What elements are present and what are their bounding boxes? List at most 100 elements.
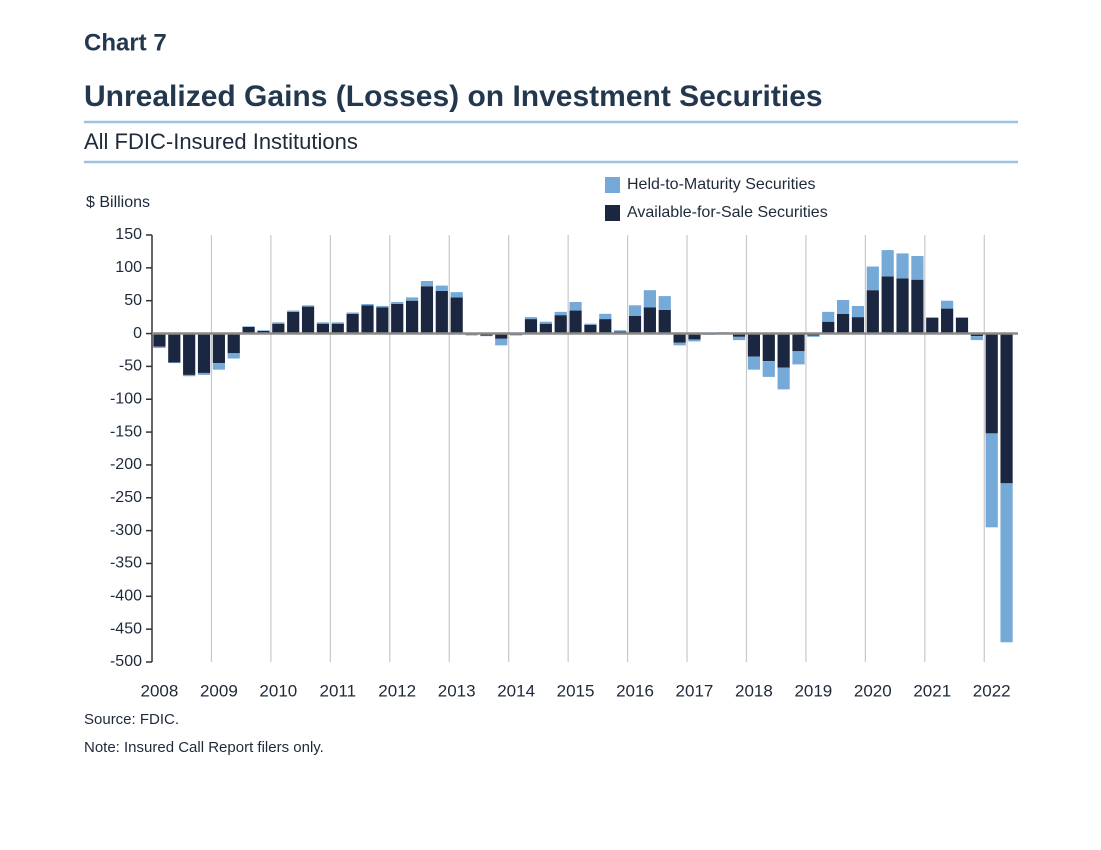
bar-segment: [495, 338, 508, 346]
y-tick-label: 100: [115, 259, 142, 276]
bar-segment: [153, 333, 166, 347]
x-tick-label: 2011: [319, 681, 356, 700]
bar-segment: [539, 323, 552, 334]
bar-segment: [762, 333, 775, 362]
bar-segment: [510, 334, 523, 336]
bar-segment: [554, 315, 567, 334]
bar-segment: [599, 313, 612, 320]
bar-segment: [747, 333, 761, 357]
bar-segment: [628, 315, 642, 334]
bar-segment: [881, 276, 894, 334]
legend-swatch: [605, 205, 620, 221]
bar-segment: [970, 333, 983, 337]
bar-segment: [197, 372, 211, 375]
bar-segment: [212, 333, 225, 364]
x-tick-label: 2015: [557, 681, 595, 700]
bar-segment: [911, 256, 924, 280]
bar-segment: [851, 305, 865, 318]
bar-segment: [257, 330, 270, 331]
x-tick-label: 2014: [497, 681, 535, 700]
bar-segment: [762, 361, 775, 377]
bar-segment: [539, 321, 552, 324]
bar-segment: [822, 311, 835, 322]
bar-segment: [896, 253, 909, 279]
bar-segment: [673, 342, 686, 346]
bar-segment: [316, 322, 330, 324]
x-tick-label: 2018: [735, 681, 773, 700]
bar-segment: [599, 319, 612, 334]
bar-segment: [316, 323, 330, 334]
bar-segment: [792, 351, 805, 365]
bar-segment: [911, 279, 924, 334]
bar-segment: [346, 312, 359, 314]
bar-segment: [926, 317, 939, 318]
bar-segment: [435, 290, 448, 334]
bar-segment: [673, 333, 686, 343]
y-tick-label: -150: [110, 423, 142, 440]
bar-segment: [242, 326, 255, 334]
bar-segment: [168, 333, 181, 363]
bar-segment: [376, 305, 389, 308]
x-tick-label: 2009: [200, 681, 238, 700]
y-tick-label: -200: [110, 456, 142, 473]
chart-title: Unrealized Gains (Losses) on Investment …: [84, 80, 823, 113]
bar-segment: [866, 266, 879, 291]
y-tick-label: -500: [110, 653, 142, 670]
bar-segment: [346, 313, 359, 334]
bar-segment: [569, 302, 582, 311]
bar-segment: [688, 339, 701, 342]
bar-segment: [554, 311, 567, 316]
x-tick-label: 2021: [913, 681, 951, 700]
bar-segment: [197, 333, 211, 373]
x-tick-label: 2017: [676, 681, 714, 700]
bar-segment: [391, 302, 404, 304]
bar-segment: [658, 309, 671, 334]
bar-segment: [257, 330, 270, 334]
source: Source: FDIC.: [84, 711, 179, 728]
bar-segment: [747, 356, 761, 370]
legend-swatch: [605, 177, 620, 193]
y-tick-label: -350: [110, 555, 142, 572]
y-tick-label: -100: [110, 390, 142, 407]
bar-segment: [941, 300, 954, 309]
bar-segment: [391, 303, 404, 334]
bar-segment: [807, 335, 820, 337]
bar-segment: [866, 290, 879, 334]
bar-segment: [420, 286, 434, 334]
bar-segment: [272, 322, 285, 324]
legend-label: Held-to-Maturity Securities: [627, 176, 816, 193]
bar-segment: [584, 323, 597, 325]
y-tick-label: -450: [110, 620, 142, 637]
bar-segment: [301, 305, 315, 307]
bar-segment: [272, 323, 285, 334]
bar-segment: [168, 362, 181, 364]
bar-segment: [792, 333, 805, 352]
bar-segment: [628, 305, 642, 316]
bar-segment: [376, 307, 389, 334]
y-tick-label: 150: [115, 226, 142, 243]
bar-segment: [985, 433, 998, 528]
bar-segment: [405, 297, 419, 301]
bar-segment: [331, 323, 344, 334]
bar-segment: [688, 333, 701, 340]
bar-segment: [926, 317, 939, 334]
bar-segment: [881, 250, 894, 277]
bar-segment: [643, 290, 656, 308]
bar-segment: [287, 310, 300, 312]
bar-segment: [153, 346, 166, 348]
bar-segment: [227, 333, 240, 354]
bar-segment: [777, 367, 790, 390]
bar-segment: [524, 317, 538, 320]
y-tick-label: -300: [110, 522, 142, 539]
bar-segment: [836, 313, 850, 334]
bar-segment: [524, 319, 538, 334]
bar-segment: [955, 317, 969, 334]
bar-segment: [212, 363, 225, 370]
bar-segment: [183, 333, 196, 375]
bar-segment: [1000, 333, 1013, 484]
y-tick-label: -400: [110, 588, 142, 605]
legend-label: Available-for-Sale Securities: [627, 204, 828, 221]
note: Note: Insured Call Report filers only.: [84, 739, 324, 756]
y-tick-label: 50: [124, 292, 142, 309]
x-tick-label: 2010: [259, 681, 297, 700]
